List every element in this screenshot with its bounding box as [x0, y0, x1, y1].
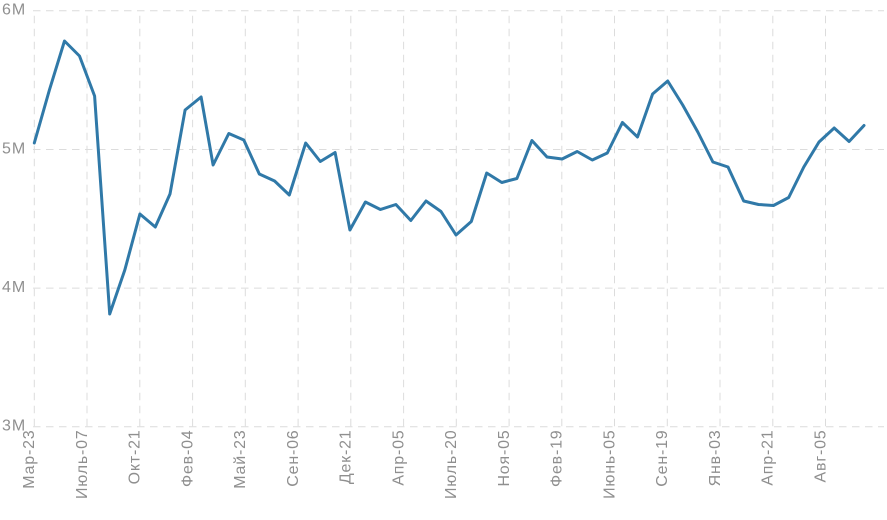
- svg-text:Май-23: Май-23: [232, 430, 249, 489]
- svg-text:Апр-21: Апр-21: [760, 430, 777, 486]
- svg-text:Мар-23: Мар-23: [21, 430, 38, 489]
- svg-text:Ноя-05: Ноя-05: [496, 430, 513, 487]
- svg-text:6M: 6M: [2, 2, 26, 19]
- svg-text:Окт-21: Окт-21: [127, 430, 144, 485]
- svg-text:Июнь-05: Июнь-05: [601, 430, 618, 499]
- svg-text:4M: 4M: [2, 279, 26, 296]
- svg-text:Дек-21: Дек-21: [338, 430, 355, 485]
- svg-text:5M: 5M: [2, 140, 26, 157]
- svg-text:Сен-19: Сен-19: [654, 430, 671, 487]
- svg-text:Июль-07: Июль-07: [74, 430, 91, 500]
- svg-text:3M: 3M: [2, 418, 26, 435]
- svg-text:Янв-03: Янв-03: [707, 430, 724, 487]
- svg-text:Фев-04: Фев-04: [179, 430, 196, 488]
- svg-text:Июль-20: Июль-20: [443, 430, 460, 500]
- svg-text:Апр-05: Апр-05: [390, 430, 407, 486]
- svg-text:Сен-06: Сен-06: [285, 430, 302, 487]
- svg-text:Авг-05: Авг-05: [812, 430, 829, 483]
- svg-text:Фев-19: Фев-19: [549, 430, 566, 488]
